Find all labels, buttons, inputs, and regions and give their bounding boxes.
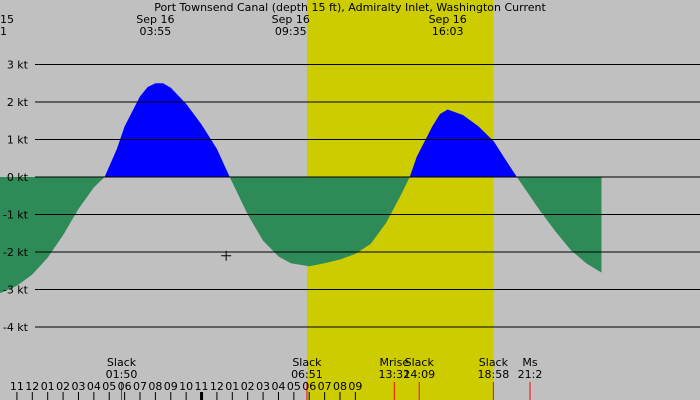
y-tick-label: 2 kt	[7, 96, 29, 109]
y-tick-label: 1 kt	[7, 134, 29, 147]
event-time-label: 13:32	[378, 368, 410, 381]
event-name-label: Ms	[522, 356, 537, 369]
hour-label: 06	[302, 380, 316, 393]
peak-time-label: 16:03	[432, 25, 464, 38]
peak-date-label: Sep 16	[272, 13, 310, 26]
hour-label: 03	[256, 380, 270, 393]
hour-label: 09	[164, 380, 178, 393]
hour-label: 07	[133, 380, 147, 393]
hour-label: 01	[225, 380, 239, 393]
event-time-label: 18:58	[478, 368, 510, 381]
hour-label: 06	[118, 380, 132, 393]
left-edge-label: 15	[0, 13, 14, 26]
peak-date-label: Sep 16	[429, 13, 467, 26]
y-tick-label: 0 kt	[7, 171, 29, 184]
hour-label: 11	[10, 380, 24, 393]
event-name-label: Slack	[292, 356, 322, 369]
hour-label: 10	[179, 380, 193, 393]
time-marker	[221, 250, 232, 261]
y-tick-label: -4 kt	[3, 321, 29, 334]
peak-date-label: Sep 16	[136, 13, 174, 26]
grid-lines	[35, 64, 700, 328]
hour-label: 04	[87, 380, 101, 393]
y-tick-label: 3 kt	[7, 59, 29, 72]
event-time-label: 01:50	[106, 368, 138, 381]
hour-label: 05	[102, 380, 116, 393]
hour-label: 08	[333, 380, 347, 393]
event-name-label: Slack	[107, 356, 137, 369]
hour-label: 12	[210, 380, 224, 393]
flood-area-3	[409, 109, 517, 177]
event-labels: Slack01:50Slack06:51Mrise13:32Slack14:09…	[106, 356, 543, 400]
hour-label: 02	[241, 380, 255, 393]
event-name-label: Mrise	[380, 356, 410, 369]
y-axis-labels: 3 kt 2 kt 1 kt 0 kt -1 kt -2 kt -3 kt -4 kt	[3, 59, 29, 335]
hour-label: 02	[56, 380, 70, 393]
y-tick-label: -2 kt	[3, 246, 29, 259]
hour-label: 07	[318, 380, 332, 393]
hour-label: 03	[71, 380, 85, 393]
ebb-area-0	[0, 177, 105, 294]
hour-label: 01	[41, 380, 55, 393]
y-tick-label: -3 kt	[3, 284, 29, 297]
hour-label: 05	[287, 380, 301, 393]
hour-label: 09	[348, 380, 362, 393]
hour-label: 12	[25, 380, 39, 393]
x-axis: 11 12 01 02 03 04 05 06 07 08 09 10 11 12 01 02 03 04 05 06…	[10, 380, 362, 400]
flood-area-1	[104, 83, 230, 177]
current-areas	[0, 83, 602, 294]
event-time-label: 14:09	[403, 368, 435, 381]
event-time-label: 06:51	[291, 368, 323, 381]
event-time-label: 21:2	[518, 368, 543, 381]
ebb-area-4	[516, 177, 602, 273]
hour-label: 08	[148, 380, 162, 393]
peak-time-label: 03:55	[140, 25, 172, 38]
event-name-label: Slack	[479, 356, 509, 369]
chart-title: Port Townsend Canal (depth 15 ft), Admir…	[154, 1, 546, 14]
event-name-label: Slack	[405, 356, 435, 369]
hour-label: 04	[271, 380, 285, 393]
peak-time-label: 09:35	[275, 25, 307, 38]
left-edge-label: 1	[0, 25, 7, 38]
hour-label: 11	[195, 380, 209, 393]
y-tick-label: -1 kt	[3, 209, 29, 222]
ebb-area-2	[229, 177, 410, 267]
